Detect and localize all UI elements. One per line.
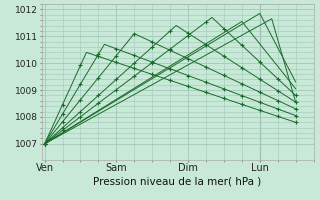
X-axis label: Pression niveau de la mer( hPa ): Pression niveau de la mer( hPa ) (93, 176, 262, 186)
